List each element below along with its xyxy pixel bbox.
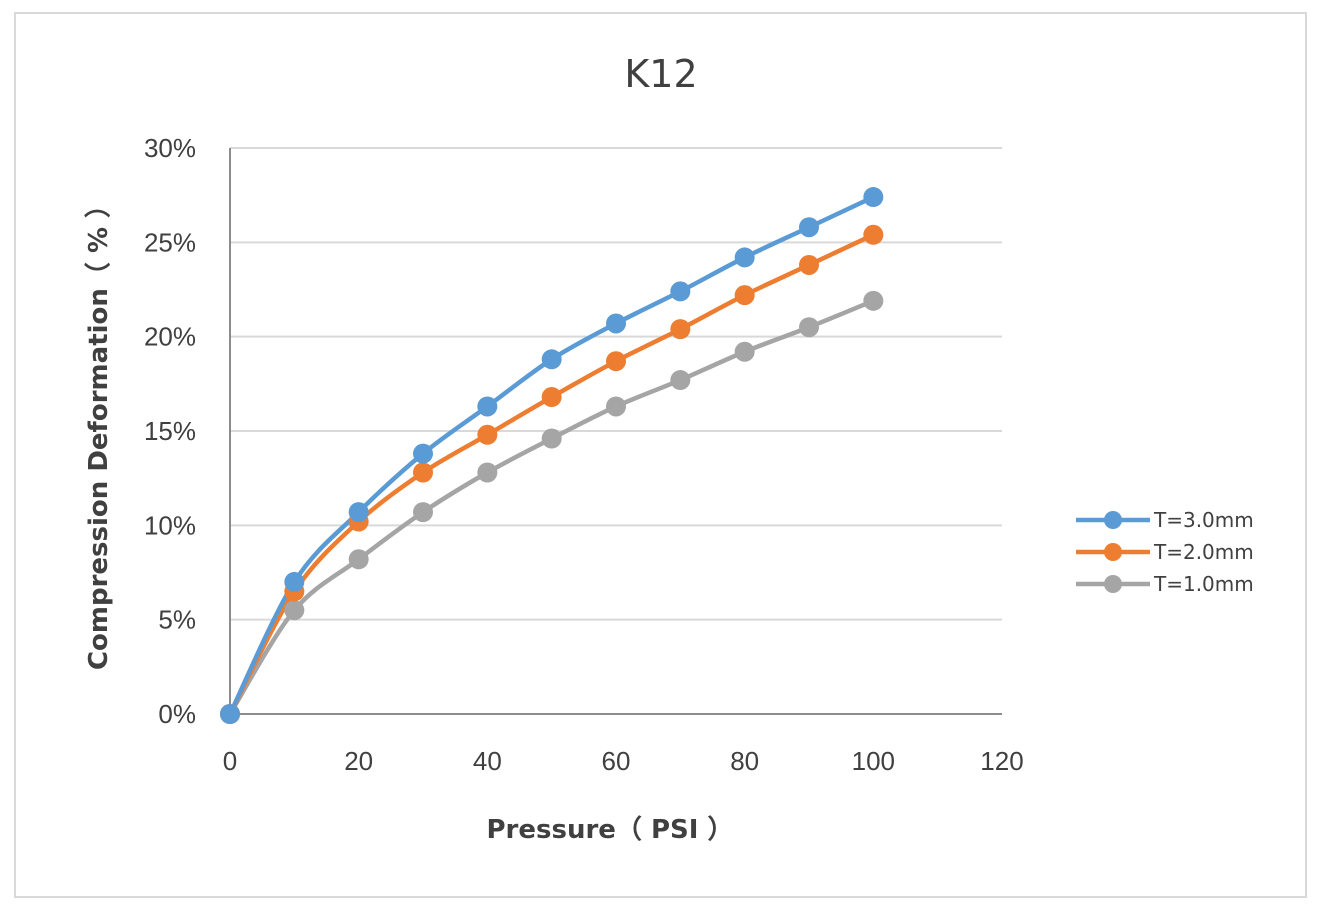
series-line-T=2.0mm [228,232,875,716]
data-point [606,396,626,417]
chart-title: K12 [624,52,697,96]
x-tick-label: 80 [730,746,759,776]
data-point [799,317,819,338]
data-point [863,224,884,245]
x-tick-label: 40 [473,746,502,776]
y-tick-label: 0% [158,699,196,729]
data-point [348,502,369,523]
data-point [606,351,626,372]
series-markers [220,187,884,724]
legend-marker [1104,543,1122,561]
data-point [734,285,755,306]
legend-marker [1104,575,1122,593]
y-tick-label: 5% [158,605,196,635]
y-tick-label: 25% [144,227,196,257]
data-point [541,428,562,449]
data-point [477,396,498,417]
legend-item: T=1.0mm [1076,572,1254,596]
x-tick-label: 0 [223,746,237,776]
data-point [541,387,562,408]
data-point [541,349,562,370]
y-tick-labels: 0% 5% 10% 15% 20% 25% 30% [144,133,196,729]
data-point [734,247,755,268]
data-point [284,571,305,592]
axes [229,148,1002,715]
gridlines [230,147,1002,621]
data-point [670,281,691,302]
legend-label: T=1.0mm [1153,572,1254,596]
data-point [670,319,691,340]
data-point [348,549,369,570]
data-point [220,704,240,724]
y-axis-label: Compression Deformation（ % ） [84,192,114,670]
data-point [413,443,433,464]
y-tick-label: 30% [144,133,196,163]
series-lines [227,195,875,716]
x-tick-label: 100 [852,746,895,776]
data-point [477,462,498,483]
legend-marker [1104,511,1122,529]
data-point [799,217,819,238]
series-line-T=3.0mm [227,195,875,715]
data-point [477,424,498,445]
x-tick-labels: 0 20 40 60 80 100 120 [223,746,1024,776]
x-tick-label: 120 [980,746,1023,776]
x-tick-label: 60 [602,746,631,776]
legend-label: T=3.0mm [1153,508,1254,532]
data-point [413,502,433,523]
legend-label: T=2.0mm [1153,540,1254,564]
data-point [670,370,691,391]
y-tick-label: 15% [144,416,196,446]
chart-frame [14,12,1307,898]
data-point [863,187,884,208]
y-tick-label: 10% [144,510,196,540]
x-tick-label: 20 [344,746,373,776]
data-point [734,341,755,362]
x-axis-label: Pressure（ PSI ） [487,815,734,845]
data-point [863,290,884,311]
data-point [606,313,626,334]
legend-item: T=2.0mm [1076,540,1254,564]
y-tick-label: 20% [144,322,196,352]
legend-item: T=3.0mm [1076,508,1254,532]
data-point [284,600,305,621]
data-point [799,254,819,275]
legend: T=3.0mm T=2.0mm T=1.0mm [1076,508,1254,596]
data-point [413,462,433,483]
